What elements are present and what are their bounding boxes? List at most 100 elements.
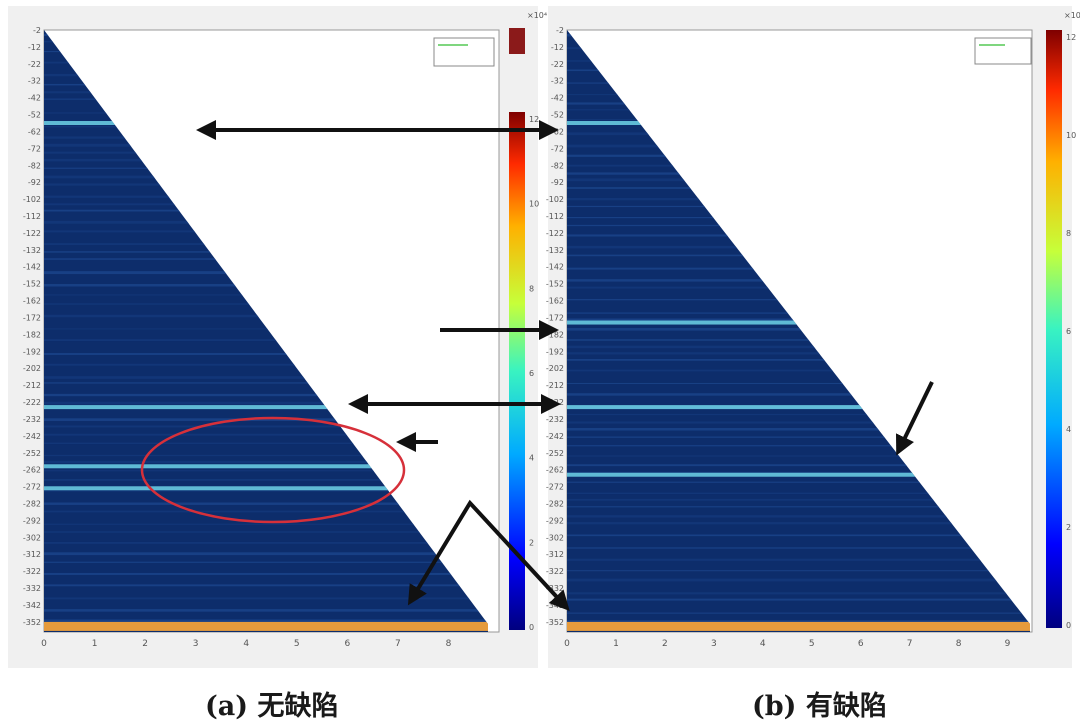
defect-ellipse: [140, 416, 406, 524]
heatmap-texture-stripe: [567, 522, 1030, 525]
y-tick-label: -332: [23, 584, 41, 593]
colorbar-tick-label: 0: [529, 623, 534, 632]
heatmap-texture-stripe: [44, 479, 488, 481]
heatmap-texture-stripe: [44, 382, 488, 384]
heatmap-bright-band: [44, 486, 488, 491]
y-tick-label: -112: [546, 212, 564, 221]
heatmap-texture-stripe: [44, 502, 488, 505]
y-tick-label: -312: [546, 550, 564, 559]
y-tick-label: -172: [23, 313, 41, 322]
heatmap-texture-stripe: [567, 534, 1030, 537]
y-tick-label: -52: [551, 111, 564, 120]
heatmap-texture-stripe: [44, 376, 488, 379]
x-tick-label: 7: [907, 639, 913, 649]
y-tick-label: -282: [546, 499, 564, 508]
x-tick-label: 5: [294, 639, 300, 649]
heatmap-texture-stripe: [567, 498, 1030, 501]
y-tick-label: -42: [551, 94, 564, 103]
heatmap-bright-band: [44, 464, 488, 469]
heatmap-bright-band: [567, 405, 1030, 410]
y-tick-label: -162: [546, 297, 564, 306]
colorbar-tick-label: 12: [529, 115, 539, 124]
heatmap-texture-stripe: [44, 619, 488, 623]
heatmap-texture-stripe: [567, 436, 1030, 438]
y-tick-label: -152: [23, 280, 41, 289]
panel-a-colorbar: [509, 112, 525, 630]
panel-a-x-ticks: 0 1 2 3 4 5 6 7 8: [41, 639, 451, 649]
colorbar-tick-label: 8: [529, 284, 534, 293]
y-tick-label: -282: [23, 499, 41, 508]
y-tick-label: -122: [23, 229, 41, 238]
panel-a: -2 -12 -22 -32 -42 -52 -62 -72 -82 -92 -102 -112 -12…: [8, 6, 547, 668]
heatmap-texture-stripe: [567, 481, 1030, 483]
y-tick-label: -232: [546, 415, 564, 424]
heatmap-texture-stripe: [44, 597, 488, 600]
x-tick-label: 2: [662, 639, 668, 649]
heatmap-texture-stripe: [567, 455, 1030, 457]
y-tick-label: -12: [551, 43, 564, 52]
panel-b-y-ticks: -2-12-22-32-42-52-62-72-82-92-102-112-12…: [546, 26, 564, 627]
y-tick-label: -212: [23, 381, 41, 390]
heatmap-texture-stripe: [567, 358, 1030, 361]
x-tick-label: 3: [193, 639, 199, 649]
heatmap-texture-stripe: [44, 584, 488, 587]
heatmap-texture-stripe: [567, 620, 1030, 623]
heatmap-texture-stripe: [567, 558, 1030, 561]
x-tick-label: 4: [243, 639, 249, 649]
heatmap-texture-stripe: [567, 464, 1030, 467]
y-tick-label: -82: [551, 161, 564, 170]
arrow-diagonal-b: [895, 381, 934, 456]
x-tick-label: 6: [858, 639, 864, 649]
y-tick-label: -12: [28, 43, 41, 52]
y-tick-label: -182: [23, 330, 41, 339]
y-tick-label: -152: [546, 280, 564, 289]
x-tick-label: 5: [809, 639, 815, 649]
y-tick-label: -72: [28, 144, 41, 153]
heatmap-texture-stripe: [44, 328, 488, 330]
panel-b-x-ticks: 0 1 2 3 4 5 6 7 8 9: [564, 639, 1011, 649]
y-tick-label: -122: [546, 229, 564, 238]
colorbar-tick-label: 10: [529, 200, 539, 209]
heatmap-texture-stripe: [44, 510, 488, 513]
colorbar-tick-label: 4: [529, 454, 534, 463]
y-tick-label: -102: [546, 195, 564, 204]
heatmap-texture-stripe: [44, 363, 488, 366]
heatmap-texture-stripe: [44, 541, 488, 544]
y-tick-label: -72: [551, 144, 564, 153]
colorbar-exponent: ×10⁴: [527, 11, 547, 20]
x-tick-label: 0: [41, 639, 47, 649]
y-tick-label: -52: [28, 111, 41, 120]
y-tick-label: -242: [23, 432, 41, 441]
heatmap-texture-stripe: [567, 547, 1030, 549]
colorbar-tick-label: 12: [1066, 33, 1076, 42]
v-arrow-bottom: [407, 499, 570, 611]
y-tick-label: -2: [556, 26, 564, 35]
heatmap-texture-stripe: [567, 445, 1030, 447]
annotations: [140, 120, 934, 611]
y-tick-label: -292: [23, 516, 41, 525]
y-tick-label: -262: [546, 466, 564, 475]
heatmap-texture-stripe: [44, 470, 488, 472]
y-tick-label: -92: [551, 178, 564, 187]
heatmap-texture-stripe: [567, 421, 1030, 424]
heatmap-texture-stripe: [567, 578, 1030, 582]
x-tick-label: 8: [956, 639, 962, 649]
y-tick-label: -142: [546, 263, 564, 272]
y-tick-label: -302: [546, 533, 564, 542]
y-tick-label: -102: [23, 195, 41, 204]
heatmap-texture-stripe: [44, 454, 488, 457]
colorbar-tick-label: 6: [1066, 327, 1071, 336]
y-tick-label: -242: [546, 432, 564, 441]
y-tick-label: -192: [23, 347, 41, 356]
y-tick-label: -202: [546, 364, 564, 373]
colorbar-tick-label: 0: [1066, 621, 1071, 630]
heatmap-field: [44, 30, 488, 632]
colorbar-tick-label: 8: [1066, 229, 1071, 238]
y-tick-label: -192: [546, 347, 564, 356]
heatmap-texture-stripe: [567, 393, 1030, 396]
heatmap-texture-stripe: [44, 433, 488, 436]
y-tick-label: -352: [23, 618, 41, 627]
y-tick-label: -62: [28, 127, 41, 136]
y-tick-label: -42: [28, 94, 41, 103]
